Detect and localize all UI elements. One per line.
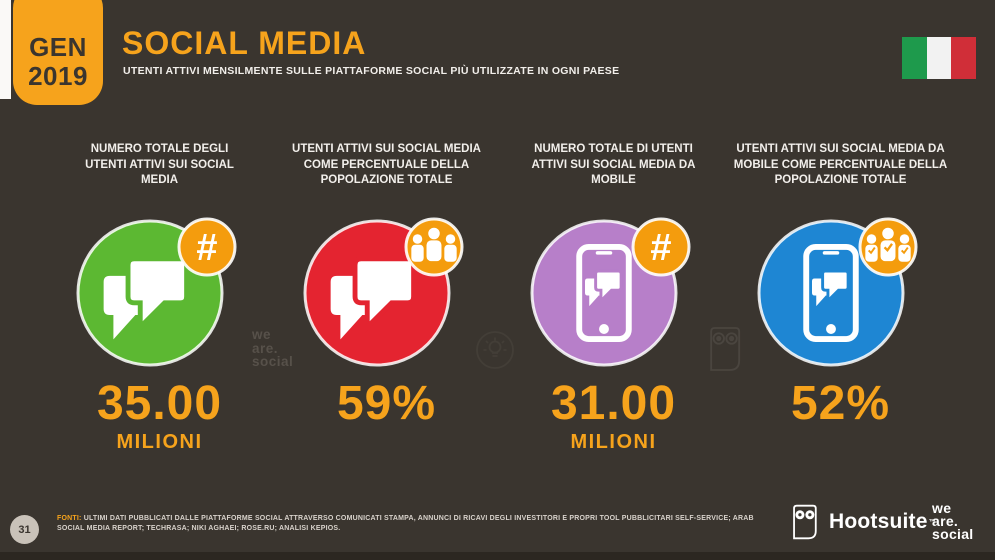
stat-card-total-users: NUMERO TOTALE DEGLI UTENTI ATTIVI SUI SO… (46, 142, 273, 454)
sources-note: FONTI: ULTIMI DATI PUBBLICATI DALLE PIAT… (57, 514, 757, 534)
mobile-phone-icon (803, 244, 859, 342)
hash-badge-icon: # (650, 227, 671, 269)
wearesocial-logo: we are. social (932, 500, 974, 542)
stat-value: 52% (790, 377, 891, 430)
page-subtitle: UTENTI ATTIVI MENSILMENTE SULLE PIATTAFO… (123, 65, 620, 77)
stat-heading: UTENTI ATTIVI SUI SOCIAL MEDIA COME PERC… (292, 143, 481, 186)
bottom-edge-strip (0, 552, 995, 560)
hash-badge-icon: # (196, 227, 217, 269)
chat-bubbles-icon (103, 256, 190, 340)
hootsuite-owl-watermark-icon (710, 327, 741, 371)
stat-value: 31.00 (550, 377, 677, 430)
stat-graphic (757, 217, 918, 367)
hootsuite-wordmark: Hootsuite (829, 510, 928, 533)
flag-green-stripe (902, 37, 927, 79)
page-number-badge: 31 (10, 515, 39, 544)
chat-bubbles-icon (330, 256, 417, 340)
corner-sliver (0, 0, 11, 99)
wearesocial-watermark: we are. social (252, 327, 294, 369)
svg-text:#: # (196, 227, 217, 269)
trademark-symbol: ™ (928, 518, 936, 526)
stat-unit: MILIONI (570, 431, 657, 453)
mobile-phone-icon (576, 244, 632, 342)
date-badge: GEN 2019 (13, 0, 103, 105)
stat-heading: NUMERO TOTALE DEGLI UTENTI ATTIVI SUI SO… (85, 143, 234, 186)
page-title: SOCIAL MEDIA (122, 25, 367, 61)
stat-value: 59% (336, 377, 437, 430)
stat-card-users-percentage: UTENTI ATTIVI SUI SOCIAL MEDIA COME PERC… (273, 142, 500, 454)
stat-card-mobile-users: NUMERO TOTALE DI UTENTI ATTIVI SUI SOCIA… (500, 142, 727, 454)
flag-white-stripe (926, 37, 952, 79)
sources-line1: ULTIMI DATI PUBBLICATI DALLE PIATTAFORME… (83, 515, 754, 522)
stat-heading: NUMERO TOTALE DI UTENTI ATTIVI SUI SOCIA… (531, 143, 696, 186)
date-month: GEN (29, 32, 87, 62)
hootsuite-logo: Hootsuite ™ (787, 503, 936, 541)
date-year: 2019 (28, 61, 88, 91)
stat-cards-row: NUMERO TOTALE DEGLI UTENTI ATTIVI SUI SO… (46, 142, 954, 454)
people-badge-icon (411, 227, 457, 262)
stat-unit: MILIONI (116, 431, 203, 453)
hootsuite-owl-icon (793, 504, 817, 540)
people-check-badge-icon (865, 227, 911, 262)
svg-text:#: # (650, 227, 671, 269)
sources-line2: SOCIAL MEDIA REPORT; TECHRASA; NIKI AGHA… (57, 525, 341, 532)
stat-value: 35.00 (96, 377, 223, 430)
lightbulb-watermark-icon (476, 331, 514, 369)
stat-graphic: # (530, 217, 691, 367)
stat-card-mobile-percentage: UTENTI ATTIVI SUI SOCIAL MEDIA DA MOBILE… (727, 142, 954, 454)
flag-red-stripe (951, 37, 977, 79)
italy-flag-icon (902, 37, 977, 79)
sources-label: FONTI: (57, 515, 82, 522)
stat-heading: UTENTI ATTIVI SUI SOCIAL MEDIA DA MOBILE… (733, 143, 948, 186)
stat-graphic: # (76, 217, 237, 367)
stat-graphic (303, 217, 464, 367)
